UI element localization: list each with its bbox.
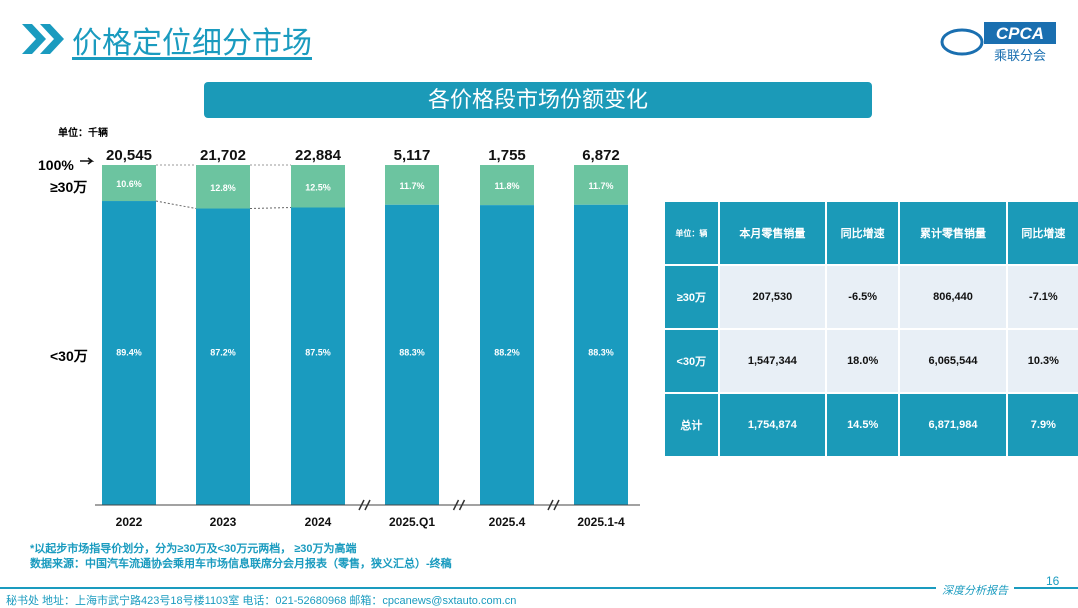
bar-high-segment: [196, 165, 250, 209]
note-line: *以起步市场指导价划分，分为≥30万及<30万元两档， ≥30万为高端: [30, 543, 357, 555]
page-number: 16: [1046, 574, 1060, 588]
data-label-low: 88.3%: [399, 347, 425, 357]
table-header: 累计零售销量: [900, 202, 1006, 264]
bar-low-segment: [291, 207, 345, 505]
x-tick-label: 2025.4: [489, 515, 526, 529]
bar-low-segment: [385, 204, 439, 505]
x-tick-label: 2025.Q1: [389, 515, 435, 529]
footer-divider: [0, 587, 1078, 589]
data-label-low: 88.3%: [588, 347, 614, 357]
total-label: 20,545: [106, 147, 152, 164]
cell: -6.5%: [827, 266, 899, 328]
total-label: 6,872: [582, 147, 620, 164]
axis-break-icon: [452, 499, 466, 511]
axis-break-icon: [358, 499, 371, 511]
legend-high: ≥30万: [50, 179, 88, 195]
data-label-high: 12.8%: [210, 183, 236, 193]
connector-line: [249, 207, 292, 210]
cell: 18.0%: [827, 330, 899, 392]
data-label-high: 11.7%: [399, 181, 424, 191]
table-row: 总计 1,754,874 14.5% 6,871,984 7.9%: [665, 394, 1078, 456]
table-row: <30万 1,547,344 18.0% 6,065,544 10.3%: [665, 330, 1078, 392]
stacked-bar-chart: 10.6% 89.4% 20,545 2022 12.8% 87.2% 21,702 2023…: [80, 147, 640, 529]
cell: 207,530: [719, 266, 826, 328]
cpca-logo: CPCA 乘联分会: [940, 20, 1058, 64]
x-tick-label: 2022: [116, 515, 143, 529]
total-label: 21,702: [200, 147, 246, 164]
cell: 7.9%: [1007, 394, 1078, 456]
total-label: 1,755: [488, 147, 526, 164]
page-title: 价格定位细分市场: [72, 27, 312, 60]
row-label: 总计: [665, 394, 718, 456]
x-tick-label: 2023: [210, 515, 237, 529]
row-label: ≥30万: [665, 266, 718, 328]
bar-high-segment: [291, 165, 345, 208]
chart-title-banner: 各价格段市场份额变化: [204, 82, 872, 118]
total-label: 22,884: [295, 147, 342, 164]
top-label: 100%: [38, 157, 74, 173]
svg-text:乘联分会: 乘联分会: [994, 48, 1046, 63]
cell: 1,547,344: [719, 330, 826, 392]
axis-break-icon: [547, 499, 560, 511]
bar-low-segment: [102, 201, 156, 505]
tagline: 深度分析报告: [936, 582, 1014, 598]
double-chevron-right-icon: [22, 24, 64, 54]
table-row: ≥30万 207,530 -6.5% 806,440 -7.1%: [665, 266, 1078, 328]
cell: 6,065,544: [900, 330, 1006, 392]
x-tick-label: 2025.1-4: [577, 515, 625, 529]
data-label-low: 89.4%: [116, 347, 142, 357]
x-tick-label: 2024: [305, 515, 332, 529]
table-header: 本月零售销量: [719, 202, 826, 264]
data-label-low: 88.2%: [494, 347, 520, 357]
bar-high-segment: [574, 165, 628, 205]
data-label-high: 11.7%: [588, 181, 613, 191]
svg-text:CPCA: CPCA: [996, 24, 1044, 43]
total-label: 5,117: [394, 147, 431, 164]
cell: 806,440: [900, 266, 1006, 328]
cell: -7.1%: [1007, 266, 1078, 328]
arrow-icon: [80, 157, 95, 165]
source-line: 数据来源：中国汽车流通协会乘用车市场信息联席分会月报表（零售，狭义汇总）-终稿: [30, 558, 452, 570]
cell: 1,754,874: [719, 394, 826, 456]
bar-high-segment: [385, 165, 439, 205]
data-label-high: 11.8%: [494, 181, 519, 191]
cell: 6,871,984: [900, 394, 1006, 456]
bar-high-segment: [480, 165, 534, 206]
unit-label: 单位：千辆: [58, 128, 108, 139]
legend-low: <30万: [50, 348, 88, 364]
data-label-low: 87.5%: [305, 347, 331, 357]
row-label: <30万: [665, 330, 718, 392]
data-label-low: 87.2%: [210, 347, 236, 357]
cell: 14.5%: [827, 394, 899, 456]
data-label-high: 10.6%: [116, 179, 142, 189]
sales-table: 单位：辆 本月零售销量 同比增速 累计零售销量 同比增速 ≥30万 207,530 -6.5…: [663, 200, 1078, 458]
cell: 10.3%: [1007, 330, 1078, 392]
footer-text: 秘书处 地址：上海市武宁路423号18号楼1103室 电话：021-526809…: [6, 595, 517, 607]
table-header: 同比增速: [1007, 202, 1078, 264]
data-label-high: 12.5%: [305, 182, 331, 192]
bar-high-segment: [102, 165, 156, 202]
bar-low-segment: [574, 204, 628, 505]
notes: *以起步市场指导价划分，分为≥30万及<30万元两档， ≥30万为高端 数据来源…: [30, 542, 452, 572]
connector-line: [155, 200, 197, 210]
table-header: 同比增速: [827, 202, 899, 264]
bar-low-segment: [196, 208, 250, 505]
bar-low-segment: [480, 205, 534, 505]
table-header: 单位：辆: [665, 202, 718, 264]
